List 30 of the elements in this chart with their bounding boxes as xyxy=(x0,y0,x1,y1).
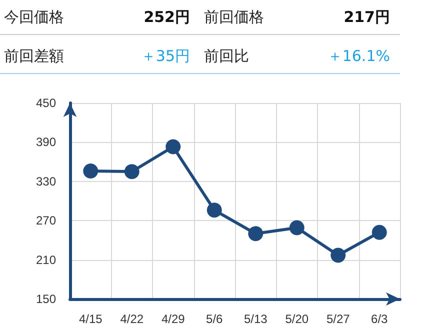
text: ＋35円 xyxy=(140,46,190,66)
point xyxy=(166,139,181,154)
y-tick-label: 450 xyxy=(36,96,56,110)
y-tick-label: 330 xyxy=(36,174,56,188)
y-tick-label: 390 xyxy=(36,135,56,150)
text: 217円 xyxy=(344,8,390,26)
x-tick-label: 4/22 xyxy=(120,312,144,326)
text: 前回価格 xyxy=(204,8,264,26)
point xyxy=(289,220,304,236)
point xyxy=(83,163,98,178)
y-tick-label: 210 xyxy=(36,252,56,267)
x-tick-label: 5/6 xyxy=(206,312,224,326)
x-tick-label: 4/29 xyxy=(161,312,186,326)
text: 252円 xyxy=(144,8,190,26)
point xyxy=(124,164,140,180)
text: 前回差額 xyxy=(4,46,64,66)
y-tick-label: 270 xyxy=(36,214,56,228)
point xyxy=(372,224,387,240)
text: 今回価格 xyxy=(4,8,64,26)
x-tick-label: 5/27 xyxy=(326,312,350,326)
point xyxy=(206,202,222,218)
x-tick-label: 5/20 xyxy=(285,312,309,326)
point xyxy=(248,226,264,242)
text: ＋16.1% xyxy=(327,46,390,66)
text: 前回比 xyxy=(204,46,249,66)
point xyxy=(330,248,346,263)
x-tick-label: 4/15 xyxy=(78,312,103,326)
y-tick-label: 150 xyxy=(36,292,56,306)
x-tick-label: 6/3 xyxy=(371,312,388,326)
x-tick-label: 5/13 xyxy=(244,312,268,326)
